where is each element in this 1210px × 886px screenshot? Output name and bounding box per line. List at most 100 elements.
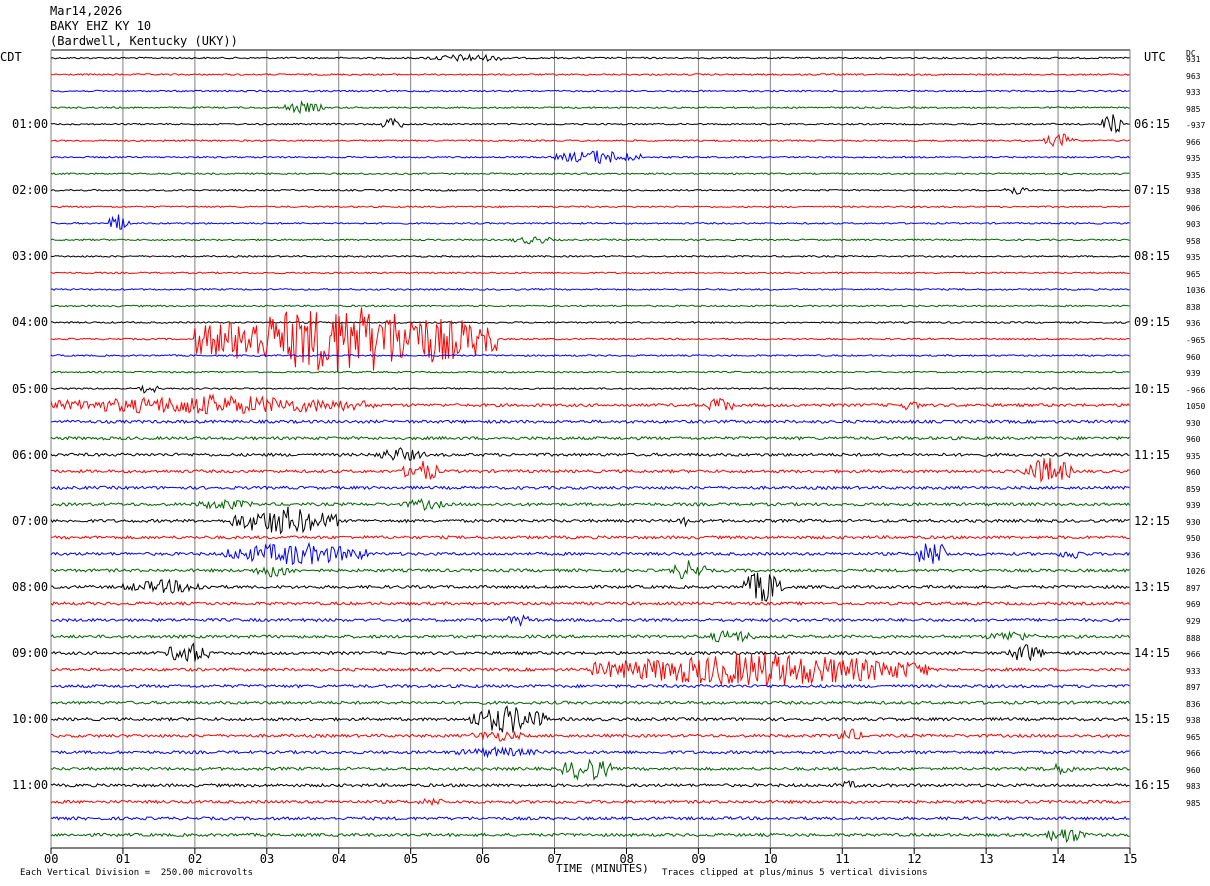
dc-offset-label: 930 [1186, 517, 1201, 527]
dc-offset-label: 935 [1186, 253, 1201, 263]
x-tick-label: 10 [763, 852, 778, 866]
dc-offset-label: 958 [1186, 236, 1201, 246]
seismic-trace [50, 287, 1130, 291]
dc-offset-label: 935 [1186, 451, 1201, 461]
left-hour-label: 10:00 [12, 712, 49, 727]
seismic-trace [50, 236, 1130, 245]
seismic-trace [50, 797, 1130, 807]
seismic-trace [50, 560, 1130, 579]
seismic-trace [50, 506, 1130, 535]
dc-offset-label: 966 [1186, 137, 1201, 147]
x-tick-label: 06 [475, 852, 491, 866]
x-tick-label: 09 [691, 852, 706, 866]
dc-offset-label: 985 [1186, 104, 1201, 114]
seismic-trace [50, 728, 1130, 742]
dc-offset-label: 929 [1186, 617, 1201, 627]
dc-offset-label: 965 [1186, 269, 1201, 279]
seismic-trace [50, 354, 1130, 358]
right-hour-label: 09:15 [1134, 315, 1171, 330]
dc-offset-label: 966 [1186, 650, 1201, 660]
right-hour-label: 12:15 [1134, 513, 1171, 528]
seismic-trace [51, 683, 1130, 689]
x-tick-label: 14 [1051, 852, 1066, 866]
dc-offset-label: 960 [1186, 468, 1201, 478]
x-tick-label: 01 [115, 852, 131, 866]
seismic-trace [50, 705, 1130, 733]
dc-offset-label: 897 [1186, 683, 1201, 693]
dc-offset-label: 931 [1186, 55, 1201, 64]
seismic-trace [50, 601, 1130, 607]
seismic-trace [50, 384, 1130, 394]
dc-offset-label: 897 [1186, 583, 1201, 593]
left-hour-label: 07:00 [12, 513, 49, 528]
dc-offset-label: 965 [1186, 732, 1201, 742]
dc-offset-label: 935 [1186, 154, 1201, 164]
seismic-trace [50, 304, 1130, 308]
left-hour-label: 03:00 [12, 249, 49, 264]
right-hour-label: 06:15 [1134, 117, 1171, 132]
left-hour-label: 09:00 [12, 646, 49, 661]
seismic-trace [50, 419, 1130, 425]
seismic-trace [50, 254, 1130, 258]
seismic-trace [50, 642, 1130, 663]
dc-offset-label: 936 [1186, 550, 1201, 560]
dc-offset-label: 939 [1186, 501, 1201, 511]
seismic-trace [50, 700, 1130, 706]
x-tick-label: 11 [835, 852, 850, 866]
seismic-trace [50, 829, 1130, 843]
dc-offset-label: 963 [1186, 71, 1201, 81]
dc-offset-label: 950 [1186, 534, 1201, 544]
left-hour-label: 05:00 [12, 381, 49, 396]
seismic-trace [50, 435, 1130, 441]
clip-note: Traces clipped at plus/minus 5 vertical … [662, 868, 928, 878]
seismic-trace [50, 214, 1130, 230]
x-axis-title: TIME (MINUTES) [556, 862, 649, 875]
right-hour-label: 07:15 [1134, 183, 1171, 198]
right-hour-label: 11:15 [1134, 447, 1171, 462]
right-hour-label: 13:15 [1134, 579, 1171, 594]
dc-offset-label: -937 [1186, 121, 1206, 131]
dc-offset-label: 838 [1186, 302, 1201, 312]
dc-offset-label: 933 [1186, 666, 1201, 676]
seismic-trace [50, 497, 1130, 511]
seismic-trace [50, 53, 1130, 63]
seismic-trace [51, 746, 1130, 759]
seismic-trace [50, 534, 1130, 540]
dc-offset-label: 938 [1186, 716, 1201, 726]
dc-offset-label: -966 [1186, 385, 1206, 395]
seismic-trace [50, 150, 1130, 165]
dc-offset-label: 1026 [1186, 567, 1206, 577]
right-hour-label: 10:15 [1134, 381, 1171, 396]
right-hour-label: 15:15 [1134, 712, 1171, 727]
seismic-trace [50, 186, 1130, 195]
right-hour-label: 16:15 [1134, 778, 1171, 793]
seismic-trace [51, 307, 1130, 372]
dc-offset-label: 859 [1186, 484, 1201, 494]
seismic-trace [50, 114, 1130, 134]
seismic-trace [50, 614, 1130, 628]
dc-offset-label: -965 [1186, 336, 1206, 345]
x-tick-label: 15 [1123, 852, 1138, 866]
scale-note: Each Vertical Division = 250.00 microvol… [20, 868, 253, 878]
dc-offset-label: 930 [1186, 418, 1201, 428]
seismic-trace [50, 780, 1130, 788]
x-tick-label: 12 [907, 852, 922, 866]
left-hour-label: 01:00 [12, 117, 49, 132]
x-tick-label: 00 [44, 852, 59, 866]
seismic-trace [50, 99, 1130, 115]
dc-offset-label: 836 [1186, 699, 1201, 709]
left-hour-label: 08:00 [12, 579, 49, 594]
left-timezone-label: CDT [0, 50, 22, 64]
x-tick-label: 03 [259, 852, 275, 866]
date-label: Mar14,2026 [50, 4, 123, 18]
x-tick-label: 07 [547, 852, 562, 866]
x-tick-label: 13 [979, 852, 994, 866]
right-hour-label: 14:15 [1134, 646, 1171, 661]
seismic-trace [50, 629, 1130, 643]
x-tick-label: 04 [331, 852, 347, 866]
seismic-trace [50, 652, 1130, 687]
seismic-trace [50, 172, 1130, 176]
dc-offset-label: 939 [1186, 369, 1201, 379]
x-tick-label: 08 [619, 852, 634, 866]
